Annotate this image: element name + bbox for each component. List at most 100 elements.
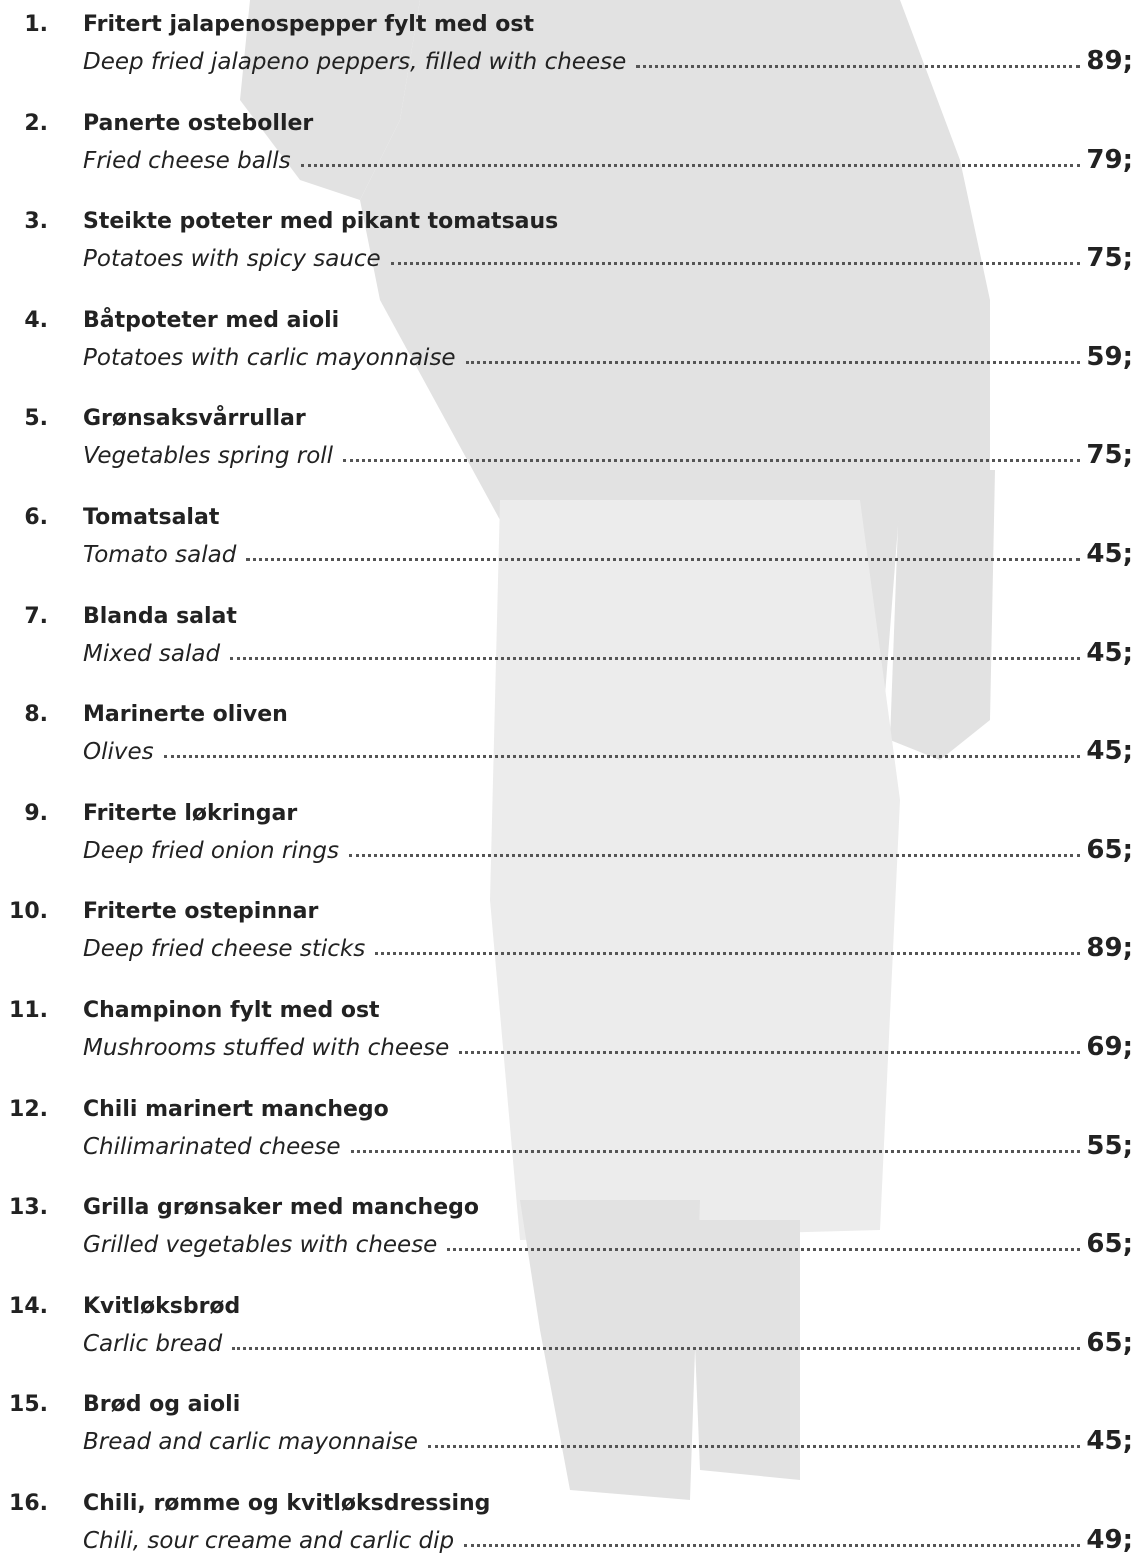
item-description: Chili, sour creame and carlic dip (83, 1528, 455, 1554)
item-price: 79; (1086, 144, 1133, 175)
item-detail: Chilimarinated cheese 55; (83, 1131, 1133, 1161)
item-name: Friterte løkringar (83, 800, 298, 826)
item-price: 45; (1086, 539, 1133, 569)
dot-leader (464, 1543, 1081, 1547)
item-name: Blanda salat (83, 603, 237, 629)
item-detail: Fried cheese balls 79; (83, 145, 1133, 175)
item-description: Olives (83, 739, 154, 766)
item-description: Fried cheese balls (83, 147, 291, 174)
item-number: 8. (24, 702, 48, 728)
item-number: 13. (9, 1195, 48, 1221)
item-name: Grønsaksvårrullar (83, 406, 306, 432)
dot-leader (447, 1247, 1081, 1252)
menu-item: 14. Kvitløksbrød Carlic bread 65; (0, 1282, 1133, 1362)
item-name: Champinon fylt med ost (83, 998, 380, 1023)
item-description: Vegetables spring roll (83, 443, 334, 470)
dot-leader (375, 951, 1081, 956)
item-name: Båtpoteter med aioli (83, 307, 340, 333)
item-detail: Carlic bread 65; (83, 1328, 1133, 1358)
item-number: 1. (24, 12, 48, 37)
item-number: 15. (9, 1392, 48, 1418)
item-detail: Tomato salad 45; (83, 539, 1133, 569)
menu-item: 13. Grilla grønsaker med manchego Grilled … (0, 1183, 1133, 1263)
item-number: 3. (24, 209, 48, 235)
menu-item: 8. Marinerte oliven Olives 45; (0, 690, 1133, 770)
menu-item: 10. Friterte ostepinnar Deep fried cheese … (0, 887, 1133, 967)
item-price: 65; (1086, 1229, 1133, 1260)
item-price: 89; (1086, 933, 1133, 964)
dot-leader (300, 163, 1081, 167)
item-name: Chili marinert manchego (83, 1096, 389, 1122)
menu-item: 6. Tomatsalat Tomato salad 45; (0, 493, 1133, 573)
item-number: 14. (9, 1293, 48, 1319)
item-name: Kvitløksbrød (83, 1293, 241, 1319)
menu-item: 3. Steikte poteter med pikant tomatsaus Po… (0, 197, 1133, 277)
item-detail: Potatoes with carlic mayonnaise 59; (83, 342, 1133, 372)
item-name: Steikte poteter med pikant tomatsaus (83, 209, 559, 235)
item-price: 89; (1086, 46, 1133, 76)
item-price: 59; (1086, 341, 1133, 372)
menu-item: 4. Båtpoteter med aioli Potatoes with carl… (0, 296, 1133, 376)
item-number: 4. (24, 307, 48, 333)
menu-item: 16. Chili, rømme og kvitløksdressing Chili… (0, 1479, 1133, 1559)
item-number: 9. (24, 800, 48, 826)
menu-item: 1. Fritert jalapenospepper fylt med ost De… (0, 0, 1133, 80)
menu-item: 15. Brød og aioli Bread and carlic mayonna… (0, 1380, 1133, 1460)
item-description: Mixed salad (83, 640, 221, 667)
item-name: Grilla grønsaker med manchego (83, 1195, 479, 1221)
item-detail: Olives 45; (83, 736, 1133, 766)
item-detail: Mushrooms stuffed with cheese 69; (83, 1032, 1133, 1062)
dot-leader (232, 1346, 1081, 1350)
item-number: 11. (9, 998, 48, 1023)
item-description: Deep fried onion rings (83, 837, 339, 864)
menu-item: 7. Blanda salat Mixed salad 45; (0, 592, 1133, 672)
item-name: Fritert jalapenospepper fylt med ost (83, 12, 534, 37)
item-detail: Grilled vegetables with cheese 65; (83, 1229, 1133, 1259)
item-detail: Bread and carlic mayonnaise 45; (83, 1426, 1133, 1456)
menu-item: 2. Panerte osteboller Fried cheese balls 79… (0, 99, 1133, 179)
item-detail: Deep fried jalapeno peppers, filled with… (83, 46, 1133, 76)
item-detail: Mixed salad 45; (83, 638, 1133, 668)
menu-item: 5. Grønsaksvårrullar Vegetables spring rol… (0, 394, 1133, 474)
item-name: Panerte osteboller (83, 110, 314, 136)
dot-leader (390, 261, 1081, 266)
menu-item: 12. Chili marinert manchego Chilimarinated… (0, 1085, 1133, 1165)
item-price: 65; (1086, 1327, 1133, 1358)
item-description: Chilimarinated cheese (83, 1133, 341, 1160)
item-number: 12. (9, 1096, 48, 1122)
item-detail: Deep fried cheese sticks 89; (83, 933, 1133, 963)
item-price: 55; (1086, 1130, 1133, 1161)
dot-leader (465, 360, 1081, 364)
dot-leader (230, 656, 1081, 660)
item-description: Carlic bread (83, 1330, 223, 1357)
dot-leader (343, 458, 1081, 463)
item-price: 45; (1086, 637, 1133, 668)
item-price: 75; (1086, 243, 1133, 274)
item-price: 49; (1086, 1525, 1133, 1555)
item-number: 16. (9, 1491, 48, 1516)
dot-leader (350, 1149, 1081, 1153)
dot-leader (427, 1444, 1081, 1449)
item-price: 45; (1086, 736, 1133, 767)
item-description: Grilled vegetables with cheese (83, 1232, 438, 1259)
item-price: 65; (1086, 834, 1133, 865)
item-detail: Potatoes with spicy sauce 75; (83, 243, 1133, 273)
item-name: Brød og aioli (83, 1392, 241, 1418)
item-price: 75; (1086, 440, 1133, 471)
item-description: Deep fried cheese sticks (83, 936, 366, 963)
item-description: Potatoes with spicy sauce (83, 246, 381, 273)
item-number: 7. (24, 603, 48, 629)
item-number: 6. (24, 505, 48, 530)
item-name: Chili, rømme og kvitløksdressing (83, 1491, 491, 1516)
item-name: Friterte ostepinnar (83, 899, 319, 925)
item-description: Bread and carlic mayonnaise (83, 1429, 418, 1456)
dot-leader (459, 1050, 1081, 1054)
item-number: 10. (9, 899, 48, 925)
item-price: 69; (1086, 1032, 1133, 1062)
item-detail: Deep fried onion rings 65; (83, 835, 1133, 865)
item-description: Potatoes with carlic mayonnaise (83, 344, 456, 371)
dot-leader (636, 64, 1081, 68)
item-name: Tomatsalat (83, 505, 220, 530)
